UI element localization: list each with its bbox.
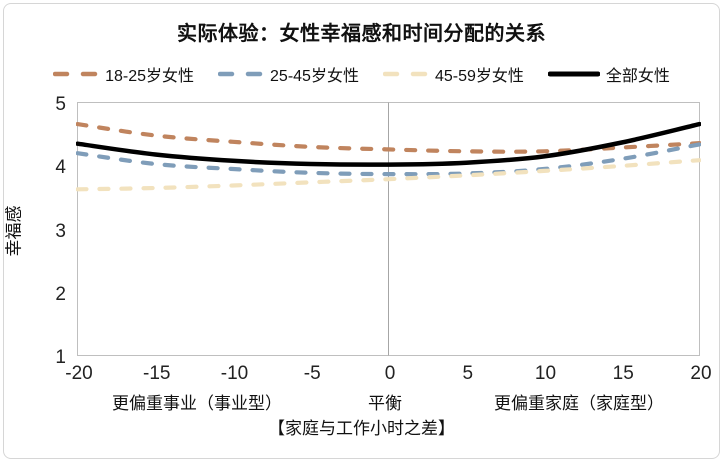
x-axis-title: 【家庭与工作小时之差】 <box>268 419 455 438</box>
x-tick-label: 20 <box>690 363 712 384</box>
dashed-line-swatch-icon <box>53 71 100 77</box>
legend-label: 25-45岁女性 <box>270 68 359 85</box>
x-tick-label: 15 <box>612 363 634 384</box>
dashed-line-swatch-icon <box>218 71 265 77</box>
legend-item-45-59: 45-59岁女性 <box>382 62 524 86</box>
chart-frame: 实际体验：女性幸福感和时间分配的关系 18-25岁女性 25-45岁女性 45-… <box>3 3 720 459</box>
legend-label: 全部女性 <box>605 68 670 85</box>
y-tick-label: 3 <box>55 220 66 242</box>
y-tick-label: 2 <box>55 283 66 305</box>
legend-label: 18-25岁女性 <box>105 68 195 85</box>
series-line-3 <box>76 121 701 167</box>
legend-label: 45-59岁女性 <box>434 68 524 85</box>
x-tick-label: -5 <box>303 363 321 384</box>
series-line-0 <box>76 122 701 154</box>
zone-label-family: 更偏重家庭（家庭型） <box>494 394 664 413</box>
x-tick-label: 10 <box>534 363 557 384</box>
dashed-line-swatch-icon <box>382 71 429 77</box>
x-tick-label: -10 <box>220 363 249 384</box>
y-tick-label: 1 <box>55 347 66 368</box>
solid-line-swatch-icon <box>547 71 600 77</box>
zone-label-career: 更偏重事业（事业型） <box>112 394 282 413</box>
plot-area <box>76 102 701 356</box>
x-tick-label: -15 <box>143 363 171 384</box>
series-line-2 <box>76 158 701 192</box>
y-tick-label: 4 <box>55 157 66 179</box>
series-line-1 <box>76 142 701 177</box>
zone-label-balance: 平衡 <box>368 394 402 413</box>
legend-item-18-25: 18-25岁女性 <box>53 62 194 86</box>
x-tick-label: -20 <box>65 363 93 384</box>
legend-item-all-women: 全部女性 <box>547 62 670 86</box>
legend-item-25-45: 25-45岁女性 <box>218 62 359 86</box>
x-tick-label: 0 <box>384 363 396 384</box>
y-axis-title: 幸福感 <box>4 205 24 257</box>
x-tick-label: 5 <box>462 363 474 384</box>
y-tick-label: 5 <box>55 94 66 115</box>
chart-title: 实际体验：女性幸福感和时间分配的关系 <box>177 23 546 45</box>
legend: 18-25岁女性 25-45岁女性 45-59岁女性 全部女性 <box>4 62 719 86</box>
